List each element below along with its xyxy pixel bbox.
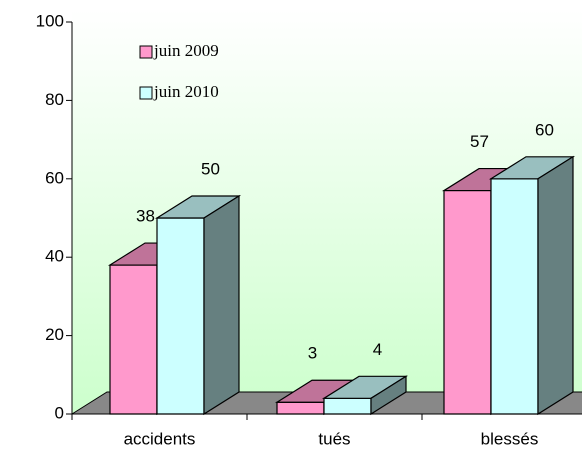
bar-side	[537, 155, 574, 416]
y-tick-label: 20	[45, 325, 64, 344]
legend-swatch	[139, 86, 153, 100]
value-label: 50	[201, 159, 220, 178]
bar-front	[323, 397, 372, 415]
y-tick-label: 80	[45, 90, 64, 109]
legend-label: juin 2009	[153, 41, 219, 60]
value-label: 4	[373, 340, 382, 359]
bar-front	[109, 264, 158, 415]
value-label: 3	[308, 344, 317, 363]
value-label: 60	[535, 120, 554, 139]
x-tick-label: blessés	[481, 429, 539, 448]
bar-front	[156, 217, 205, 415]
bar	[154, 194, 242, 416]
y-tick-label: 60	[45, 168, 64, 187]
bar-side	[370, 375, 407, 416]
bar-side	[203, 194, 240, 416]
value-label: 57	[470, 132, 489, 151]
bar	[488, 155, 576, 416]
y-tick-label: 0	[55, 403, 64, 422]
y-tick-label: 40	[45, 247, 64, 266]
legend-swatch	[139, 45, 153, 59]
bar-front	[443, 189, 492, 415]
bar-front	[490, 178, 539, 415]
bar-front	[276, 401, 325, 415]
legend-label: juin 2010	[153, 82, 219, 101]
bar	[321, 375, 409, 416]
x-tick-label: tués	[318, 429, 350, 448]
y-tick-label: 100	[36, 11, 64, 30]
value-label: 38	[136, 207, 155, 226]
x-tick-label: accidents	[124, 429, 196, 448]
